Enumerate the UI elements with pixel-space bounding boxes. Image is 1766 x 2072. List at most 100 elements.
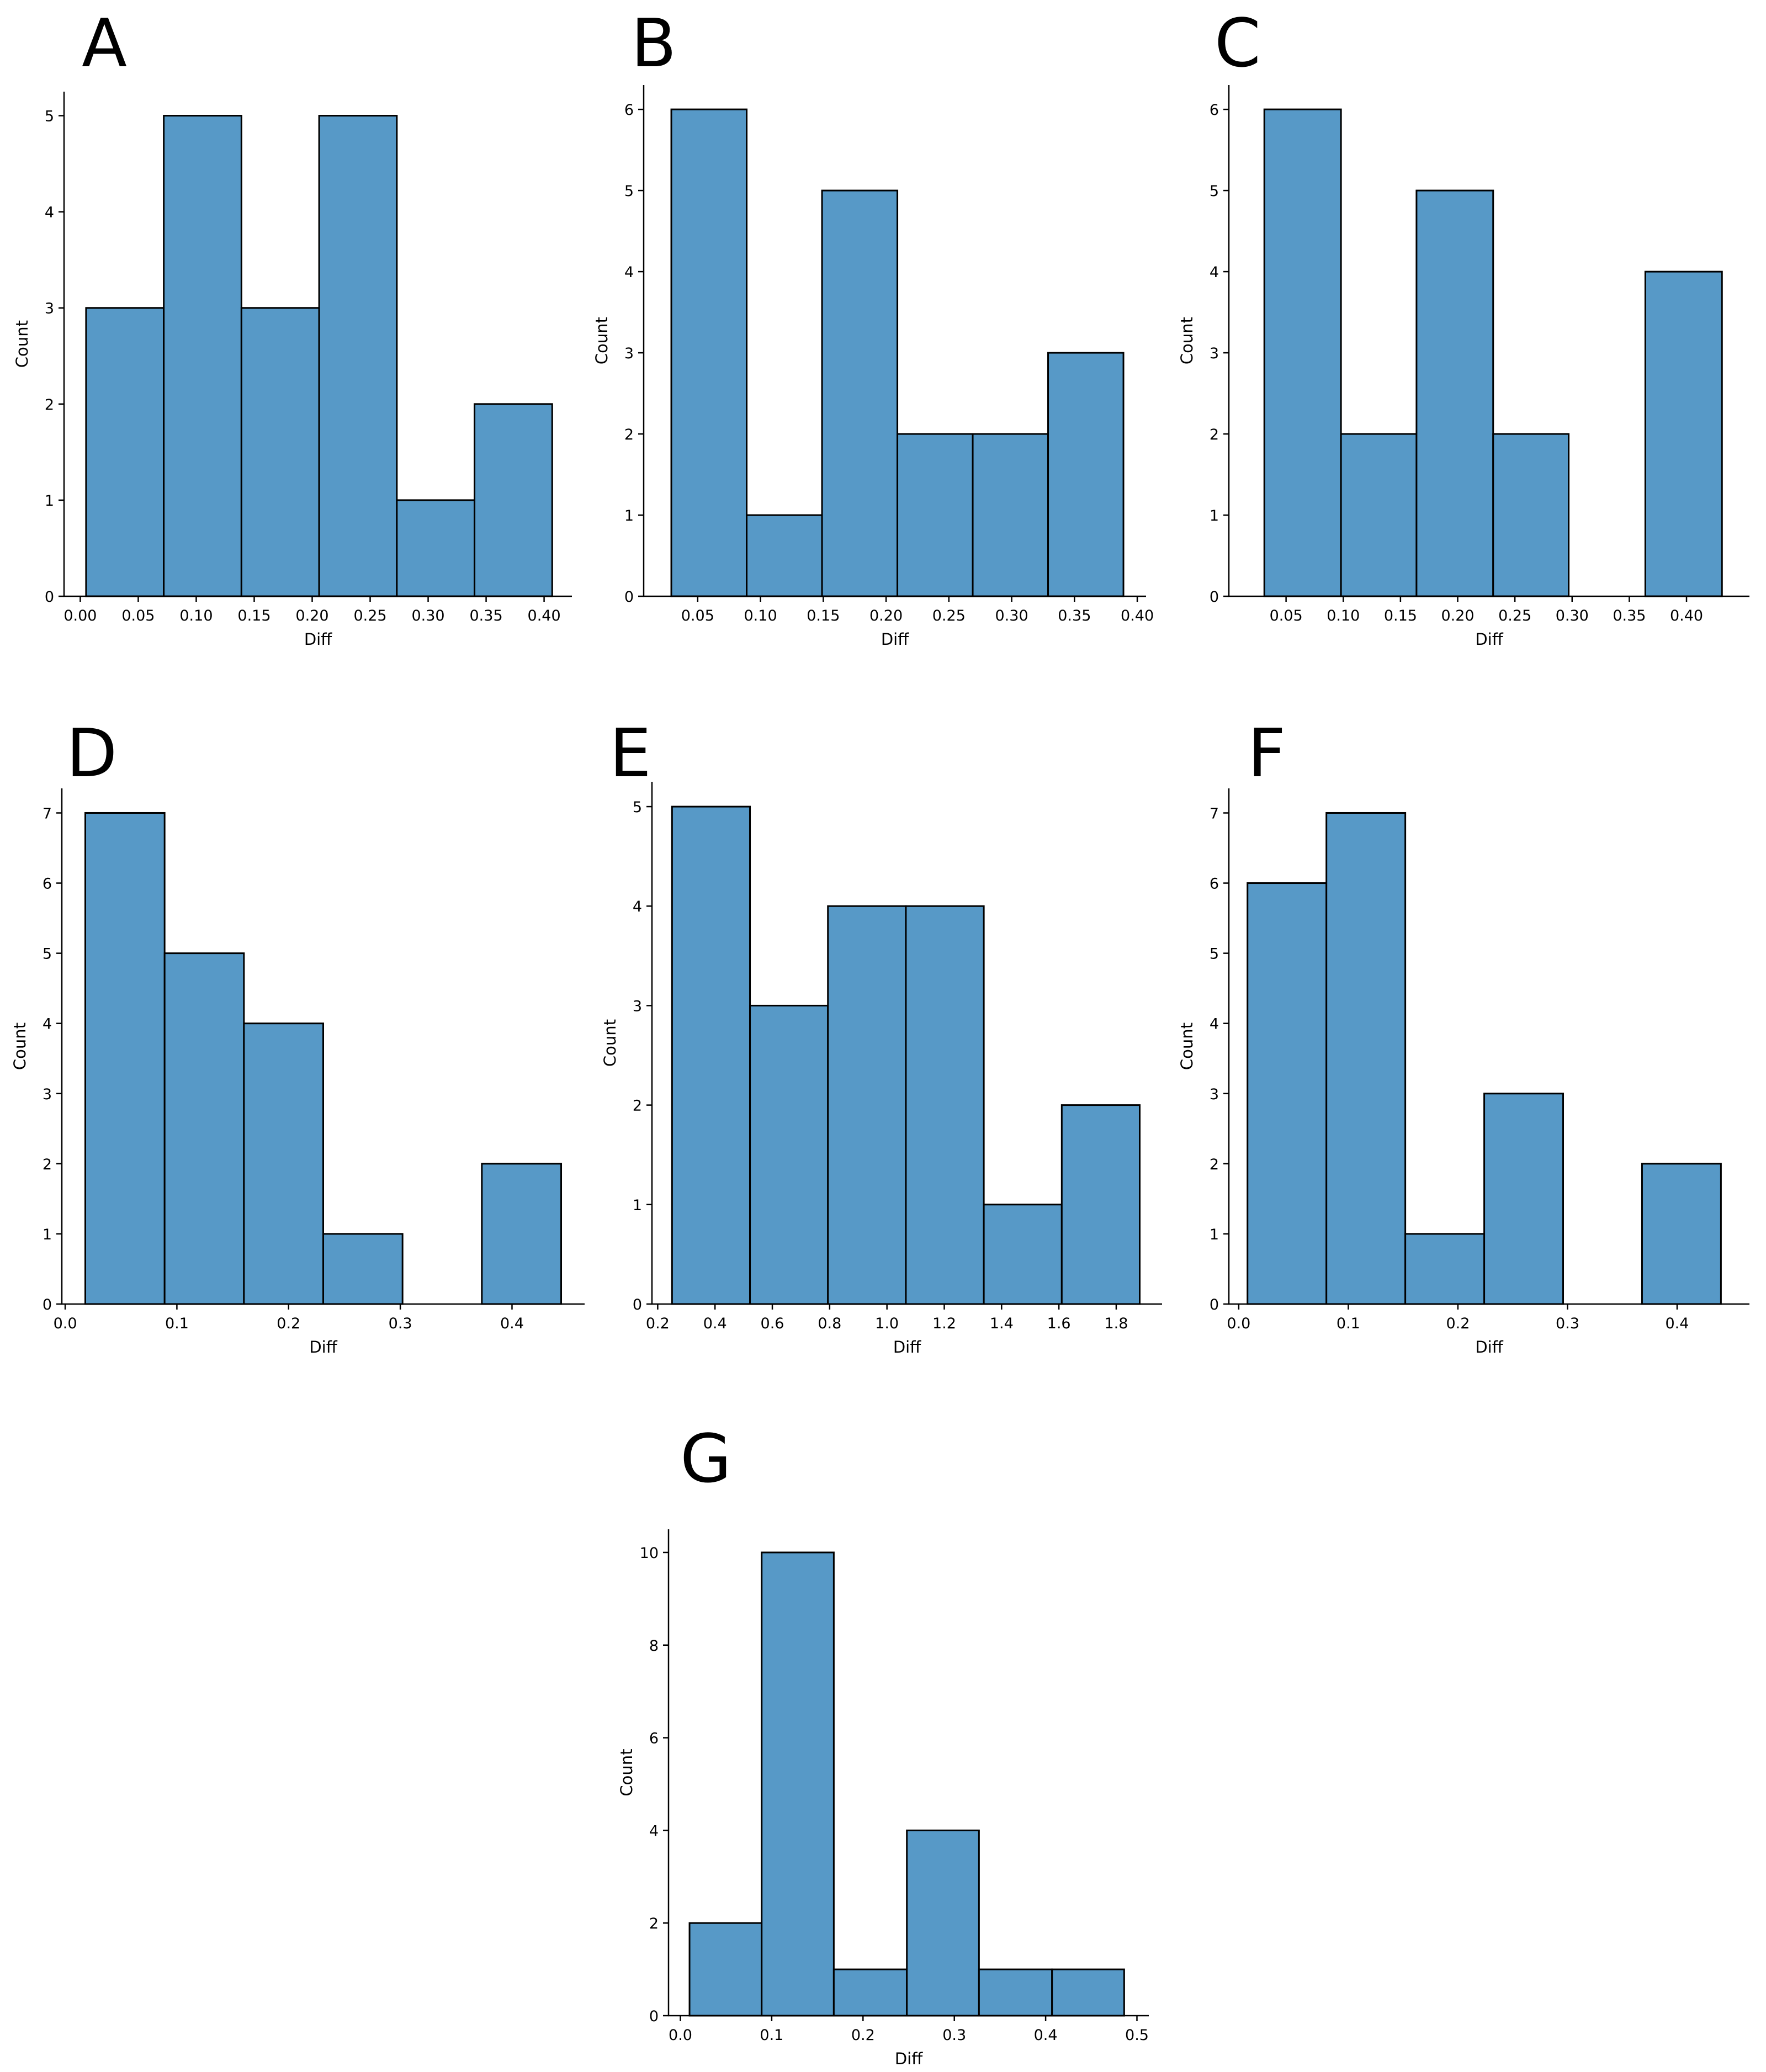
panel-letter: B [631,6,676,82]
y-tick-label: 5 [633,799,642,816]
histogram-bar [906,1829,980,2017]
x-tick-label: 0.00 [63,607,97,624]
histogram-bar [821,189,899,597]
histogram-bar [1325,812,1407,1305]
x-axis-label: Diff [1475,1338,1503,1356]
x-tick-label: 0.35 [1613,607,1646,624]
x-tick-label: 0.35 [1058,607,1091,624]
y-tick-label: 5 [1210,183,1219,200]
histogram-bar [85,307,165,597]
panel-d: D 0.0 0.1 0.2 0.3 0.4 0 1 2 3 4 5 6 7 Diff Count [10,716,585,1356]
x-tick-label: 0.3 [389,1315,412,1332]
x-tick-label: 0.20 [295,607,328,624]
y-tick-label: 3 [45,300,54,317]
histogram-bar [1340,433,1418,597]
y-tick-label: 4 [624,264,634,281]
histogram-bar [827,905,907,1305]
x-tick-label: 0.15 [807,607,840,624]
panel-letter: C [1215,6,1261,82]
histogram-bar [1263,108,1342,597]
histogram-bar [1247,882,1328,1305]
y-tick-label: 2 [43,1156,52,1173]
histogram-bar [1051,1968,1125,2017]
histogram-bar [1060,1104,1141,1305]
x-tick-label: 0.30 [1556,607,1589,624]
panel-a: A 0.00 0.05 0.10 0.15 0.20 0.25 0.30 0.35 0.40 0 1 2… [13,6,572,649]
x-tick-label: 0.10 [744,607,777,624]
histogram-bar [163,115,242,597]
histogram-bar [746,514,823,597]
y-tick-label: 2 [1210,426,1219,443]
histogram-bar [1492,433,1570,597]
y-tick-label: 0 [1210,1296,1219,1313]
histogram-bar [972,433,1049,597]
x-tick-label: 0.5 [1125,2027,1149,2044]
x-tick-label: 0.1 [165,1315,189,1332]
y-tick-label: 2 [633,1098,642,1115]
histogram-bar [322,1233,404,1305]
y-axis-label: Count [617,1748,636,1796]
x-tick-label: 0.0 [54,1315,77,1332]
x-tick-label: 0.15 [1384,607,1417,624]
x-axis-label: Diff [1475,630,1503,649]
y-tick-label: 3 [633,998,642,1015]
histogram-bar [1644,271,1723,597]
y-tick-label: 0 [1210,589,1219,606]
y-tick-label: 1 [45,492,54,510]
histogram-bar [832,1968,908,2017]
x-tick-label: 0.25 [353,607,386,624]
x-tick-label: 0.30 [411,607,444,624]
panel-letter: D [66,716,117,792]
y-tick-label: 2 [1210,1156,1219,1173]
y-tick-label: 0 [624,589,634,606]
y-tick-label: 2 [624,426,634,443]
x-tick-label: 1.2 [932,1315,956,1332]
x-tick-label: 0.4 [1034,2027,1058,2044]
histogram-bar [240,307,320,597]
x-tick-label: 0.20 [1441,607,1474,624]
y-tick-label: 0 [45,589,54,606]
x-tick-label: 0.1 [760,2027,783,2044]
histogram-bar [1641,1163,1722,1305]
y-tick-label: 1 [1210,1226,1219,1243]
histogram-bar [243,1022,325,1305]
y-axis-label: Count [601,1019,619,1067]
x-tick-label: 0.20 [869,607,903,624]
histogram-bar [671,806,751,1305]
y-tick-label: 6 [43,876,52,893]
x-tick-label: 0.35 [470,607,503,624]
histogram-bar [318,115,398,597]
x-tick-label: 1.8 [1104,1315,1128,1332]
x-tick-label: 0.40 [1670,607,1703,624]
histogram-bar [1047,352,1125,597]
panel-g: G 0.0 0.1 0.2 0.3 0.4 0.5 0 2 4 6 8 10 Diff Count [617,1421,1149,2068]
histogram-bar [983,1204,1063,1305]
y-axis-label: Count [592,317,611,364]
y-tick-label: 4 [1210,1016,1219,1033]
x-tick-label: 0.2 [851,2027,875,2044]
panel-e: E 0.2 0.4 0.6 0.8 1.0 1.2 1.4 1.6 1.8 0 1 2 3 4 5 Diff Co… [601,716,1162,1356]
y-axis-label: Count [1178,317,1196,364]
x-tick-label: 0.1 [1337,1315,1360,1332]
y-tick-label: 3 [1210,1086,1219,1103]
y-tick-label: 7 [1210,805,1219,822]
histogram-bar [481,1163,563,1305]
y-tick-label: 3 [43,1086,52,1103]
y-tick-label: 1 [633,1197,642,1214]
histogram-bar [688,1922,763,2017]
histogram-bar [761,1551,835,2017]
histogram-bar [474,403,553,597]
y-tick-label: 2 [45,396,54,414]
histogram-bar [396,499,476,597]
panel-letter: E [609,716,651,792]
y-tick-label: 1 [43,1226,52,1243]
y-tick-label: 5 [45,108,54,125]
panel-f: F 0.0 0.1 0.2 0.3 0.4 0 1 2 3 4 5 6 7 Diff Count [1178,716,1749,1356]
x-tick-label: 0.0 [1227,1315,1250,1332]
x-tick-label: 0.40 [528,607,561,624]
histogram-bar [897,433,974,597]
x-tick-label: 0.2 [277,1315,300,1332]
y-tick-label: 5 [43,946,52,963]
x-tick-label: 0.4 [1665,1315,1689,1332]
x-axis-label: Diff [304,630,332,649]
